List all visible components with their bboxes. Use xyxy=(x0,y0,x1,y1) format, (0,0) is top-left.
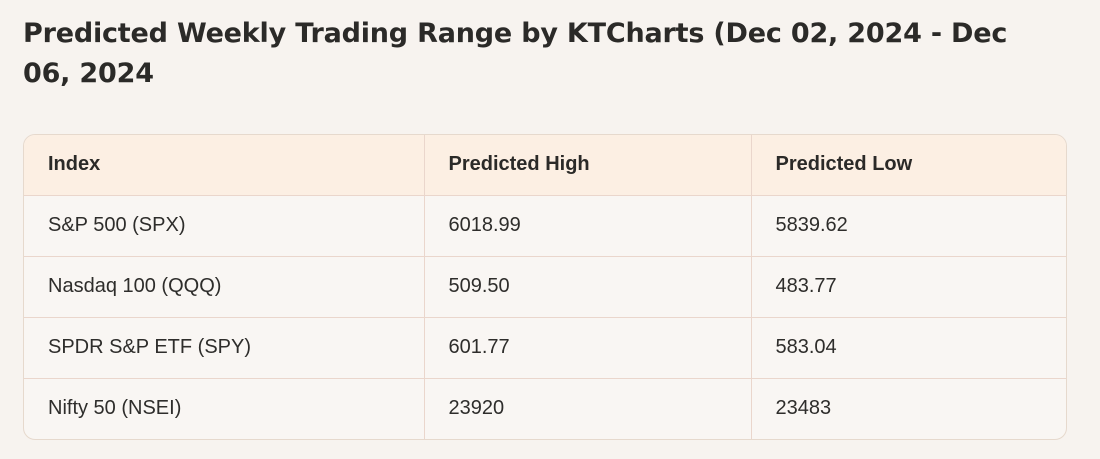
cell-predicted-low: 5839.62 xyxy=(751,195,1066,257)
page-title: Predicted Weekly Trading Range by KTChar… xyxy=(23,18,1008,89)
table-row: S&P 500 (SPX) 6018.99 5839.62 xyxy=(24,195,1066,257)
cell-index: Nasdaq 100 (QQQ) xyxy=(24,256,425,318)
cell-predicted-high: 6018.99 xyxy=(424,195,752,257)
table-row: Nifty 50 (NSEI) 23920 23483 xyxy=(24,378,1066,439)
cell-predicted-high: 601.77 xyxy=(424,317,752,379)
table-row: Nasdaq 100 (QQQ) 509.50 483.77 xyxy=(24,256,1066,318)
cell-predicted-high: 23920 xyxy=(424,378,752,439)
trading-range-table-container: Index Predicted High Predicted Low S&P 5… xyxy=(23,134,1067,440)
cell-predicted-high: 509.50 xyxy=(424,256,752,318)
table-row: SPDR S&P ETF (SPY) 601.77 583.04 xyxy=(24,317,1066,379)
cell-predicted-low: 483.77 xyxy=(751,256,1066,318)
cell-predicted-low: 583.04 xyxy=(751,317,1066,379)
header-predicted-high: Predicted High xyxy=(424,135,752,196)
header-predicted-low: Predicted Low xyxy=(751,135,1066,196)
cell-index: S&P 500 (SPX) xyxy=(24,195,425,257)
header-index: Index xyxy=(24,135,425,196)
cell-index: SPDR S&P ETF (SPY) xyxy=(24,317,425,379)
table-header-row: Index Predicted High Predicted Low xyxy=(24,135,1066,196)
cell-predicted-low: 23483 xyxy=(775,397,832,420)
cell-index: Nifty 50 (NSEI) xyxy=(24,378,425,439)
trading-range-table: Index Predicted High Predicted Low S&P 5… xyxy=(24,135,1066,439)
